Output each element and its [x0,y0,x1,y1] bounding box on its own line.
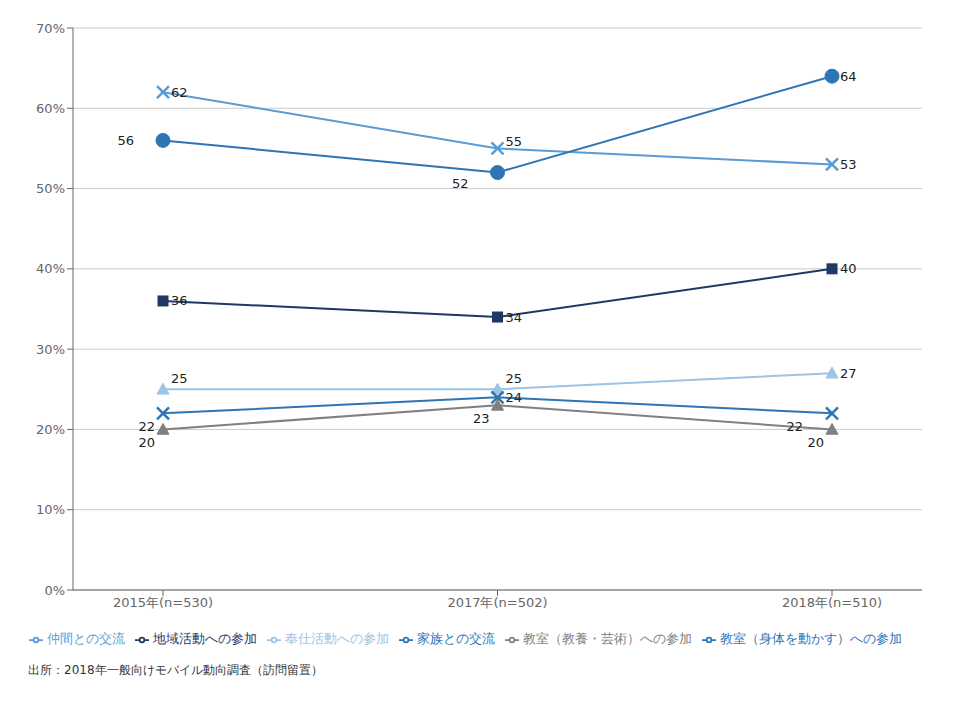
svg-text:20: 20 [138,435,155,450]
html-text:家族との交流: 家族との交流 [416,631,495,646]
svg-text:20: 20 [807,435,824,450]
svg-text:55: 55 [506,134,523,149]
html-text:奉仕活動への参加: 奉仕活動への参加 [284,631,389,646]
svg-text:36: 36 [171,293,188,308]
svg-text:27: 27 [840,366,857,381]
svg-text:23: 23 [473,411,490,426]
svg-text:50%: 50% [36,181,65,196]
svg-text:22: 22 [138,419,155,434]
svg-text:40%: 40% [36,261,65,276]
html-text:地域活動への参加: 地域活動への参加 [152,631,257,646]
svg-text:2017年(n=502): 2017年(n=502) [447,595,547,610]
svg-text:52: 52 [452,176,469,191]
svg-text:62: 62 [171,85,188,100]
svg-text:60%: 60% [36,101,65,116]
svg-text:0%: 0% [44,583,65,598]
svg-text:25: 25 [506,371,523,386]
svg-text:25: 25 [171,371,188,386]
svg-text:56: 56 [117,133,134,148]
html-text:教室（身体を動かす）への参加: 教室（身体を動かす）への参加 [719,631,902,646]
svg-text:53: 53 [840,157,857,172]
html-text:教室（教養・芸術）への参加: 教室（教養・芸術）への参加 [522,631,692,646]
svg-text:40: 40 [840,261,857,276]
svg-text:10%: 10% [36,502,65,517]
svg-text:70%: 70% [36,21,65,36]
svg-text:64: 64 [840,69,857,84]
svg-text:20%: 20% [36,422,65,437]
svg-text:2018年(n=510): 2018年(n=510) [782,595,882,610]
svg-text:24: 24 [506,390,523,405]
svg-text:2015年(n=530): 2015年(n=530) [113,595,213,610]
svg-text:30%: 30% [36,342,65,357]
svg-text:22: 22 [786,419,803,434]
svg-text:34: 34 [506,310,523,325]
html-text:仲間との交流: 仲間との交流 [46,631,125,646]
html-text:出所：2018年一般向けモバイル動向調査（訪問留置）: 出所：2018年一般向けモバイル動向調査（訪問留置） [28,663,323,677]
